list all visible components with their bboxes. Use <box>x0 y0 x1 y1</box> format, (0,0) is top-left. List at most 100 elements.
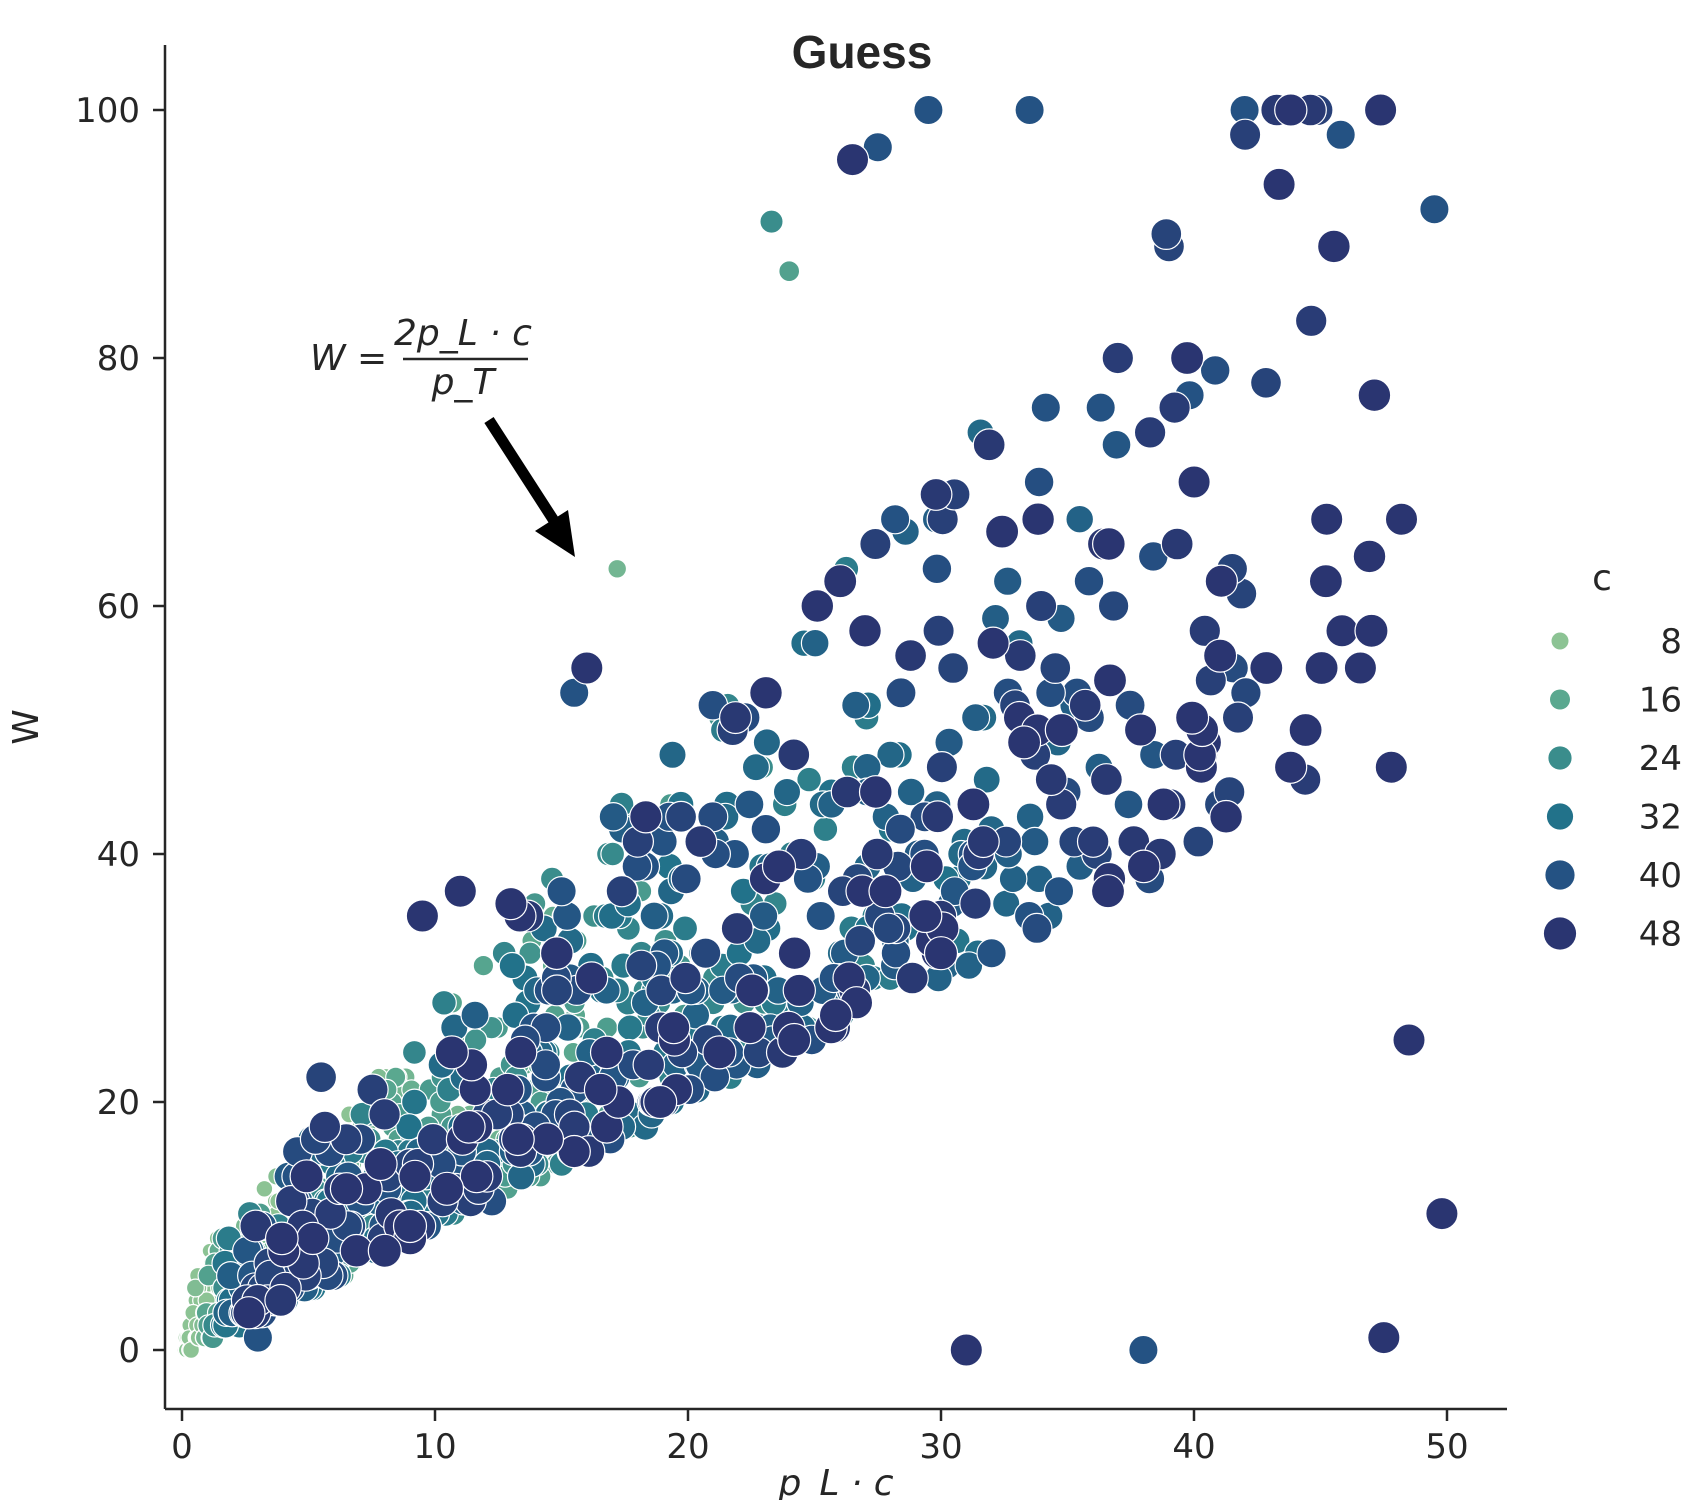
scatter-point <box>1003 639 1037 673</box>
scatter-point <box>1006 725 1042 760</box>
scatter-point <box>841 690 871 720</box>
scatter-point <box>598 801 629 832</box>
scatter-point <box>1419 193 1450 225</box>
scatter-point <box>733 1010 767 1045</box>
scatter-point <box>772 777 802 807</box>
scatter-point <box>1150 218 1183 251</box>
scatter-point <box>1182 825 1215 858</box>
scatter-point <box>368 1098 401 1131</box>
scatter-point <box>800 589 835 623</box>
legend-label: 48 <box>1639 915 1682 955</box>
scatter-point <box>1169 340 1205 376</box>
scatter-point <box>1288 712 1323 748</box>
scatter-point <box>823 564 858 599</box>
scatter-point <box>748 901 779 931</box>
scatter-point <box>498 951 526 980</box>
scatter-point <box>1374 750 1409 784</box>
y-tick-label: 40 <box>97 835 140 875</box>
scatter-point <box>1113 789 1144 820</box>
scatter-point <box>1039 651 1072 684</box>
scatter-point <box>1146 787 1181 822</box>
scatter-point <box>718 701 752 735</box>
scatter-point <box>702 1035 737 1070</box>
y-tick-label: 20 <box>97 1083 140 1123</box>
scatter-point <box>429 1171 465 1206</box>
scatter-point <box>472 954 495 977</box>
scatter-point <box>658 740 687 770</box>
scatter-point <box>1014 94 1045 126</box>
scatter-point <box>921 553 953 585</box>
scatter-point <box>959 887 992 920</box>
scatter-point <box>401 1039 427 1065</box>
scatter-point <box>879 504 911 535</box>
scatter-point <box>1133 416 1167 449</box>
scatter-point <box>1343 651 1378 685</box>
scatter-point <box>1101 429 1132 460</box>
scatter-point <box>363 1146 398 1182</box>
y-tick-label: 60 <box>97 587 140 627</box>
scatter-point <box>1126 849 1161 884</box>
scatter-point <box>1202 638 1238 673</box>
x-ticks: 0 10 20 30 40 50 <box>171 1409 1469 1467</box>
scatter-point <box>812 816 839 843</box>
scatter-point <box>669 961 702 995</box>
scatter-point <box>434 1035 469 1070</box>
scatter-point <box>490 1072 525 1107</box>
scatter-point <box>264 1221 299 1256</box>
legend-title: c <box>1592 558 1612 599</box>
formula-numerator: 2p_L · c <box>394 313 532 354</box>
scatter-point <box>966 825 1000 859</box>
scatter-point <box>583 1072 618 1107</box>
scatter-point <box>800 628 830 658</box>
scatter-point <box>796 766 822 793</box>
scatter-point <box>589 1035 624 1070</box>
scatter-point <box>670 863 702 895</box>
scatter-point <box>289 1159 324 1194</box>
x-axis-label-text: p_L · c <box>777 1463 893 1500</box>
scatter-point <box>1073 565 1105 597</box>
scatter-point <box>782 973 817 1008</box>
scatter-point <box>1367 1320 1401 1355</box>
scatter-point <box>868 874 903 909</box>
scatter-point <box>1023 466 1055 498</box>
scatter-point <box>232 1296 266 1330</box>
scatter-point <box>720 911 754 945</box>
scatter-point <box>830 775 864 809</box>
scatter-point <box>1091 527 1126 561</box>
scatter-point <box>451 1109 486 1144</box>
scatter-point <box>264 1283 298 1317</box>
scatter-point <box>1085 392 1116 423</box>
scatter-point <box>574 961 609 995</box>
scatter-point <box>909 849 944 884</box>
scatter-point <box>858 775 893 809</box>
legend-label: 16 <box>1639 681 1682 721</box>
y-tick-label: 80 <box>97 339 140 379</box>
scatter-point <box>665 800 698 833</box>
scatter-point <box>752 728 782 757</box>
scatter-point <box>922 614 955 648</box>
scatter-point <box>835 142 870 177</box>
scatter-point <box>937 651 970 684</box>
scatter-point <box>734 973 770 1008</box>
scatter-point <box>1392 1023 1426 1057</box>
scatter-point <box>949 1333 984 1367</box>
y-axis-label: W <box>6 709 47 745</box>
scatter-point <box>960 702 991 733</box>
x-tick-label: 30 <box>919 1427 962 1467</box>
scatter-point <box>398 1159 432 1194</box>
scatter-point <box>539 936 574 971</box>
legend-label: 40 <box>1639 856 1682 896</box>
scatter-point <box>1273 750 1308 784</box>
scatter-point <box>1221 701 1255 734</box>
scatter-point <box>431 989 457 1016</box>
legend-marker <box>1548 746 1572 770</box>
scatter-point <box>777 738 811 772</box>
y-tick-label: 100 <box>75 91 140 131</box>
arrow-shaft <box>484 417 563 530</box>
scatter-point <box>460 1000 490 1030</box>
scatter-point <box>921 800 955 834</box>
scatter-point <box>1188 614 1222 648</box>
scatter-point <box>1123 713 1158 747</box>
scatter-point <box>1425 1196 1459 1231</box>
scatter-point <box>908 898 943 934</box>
